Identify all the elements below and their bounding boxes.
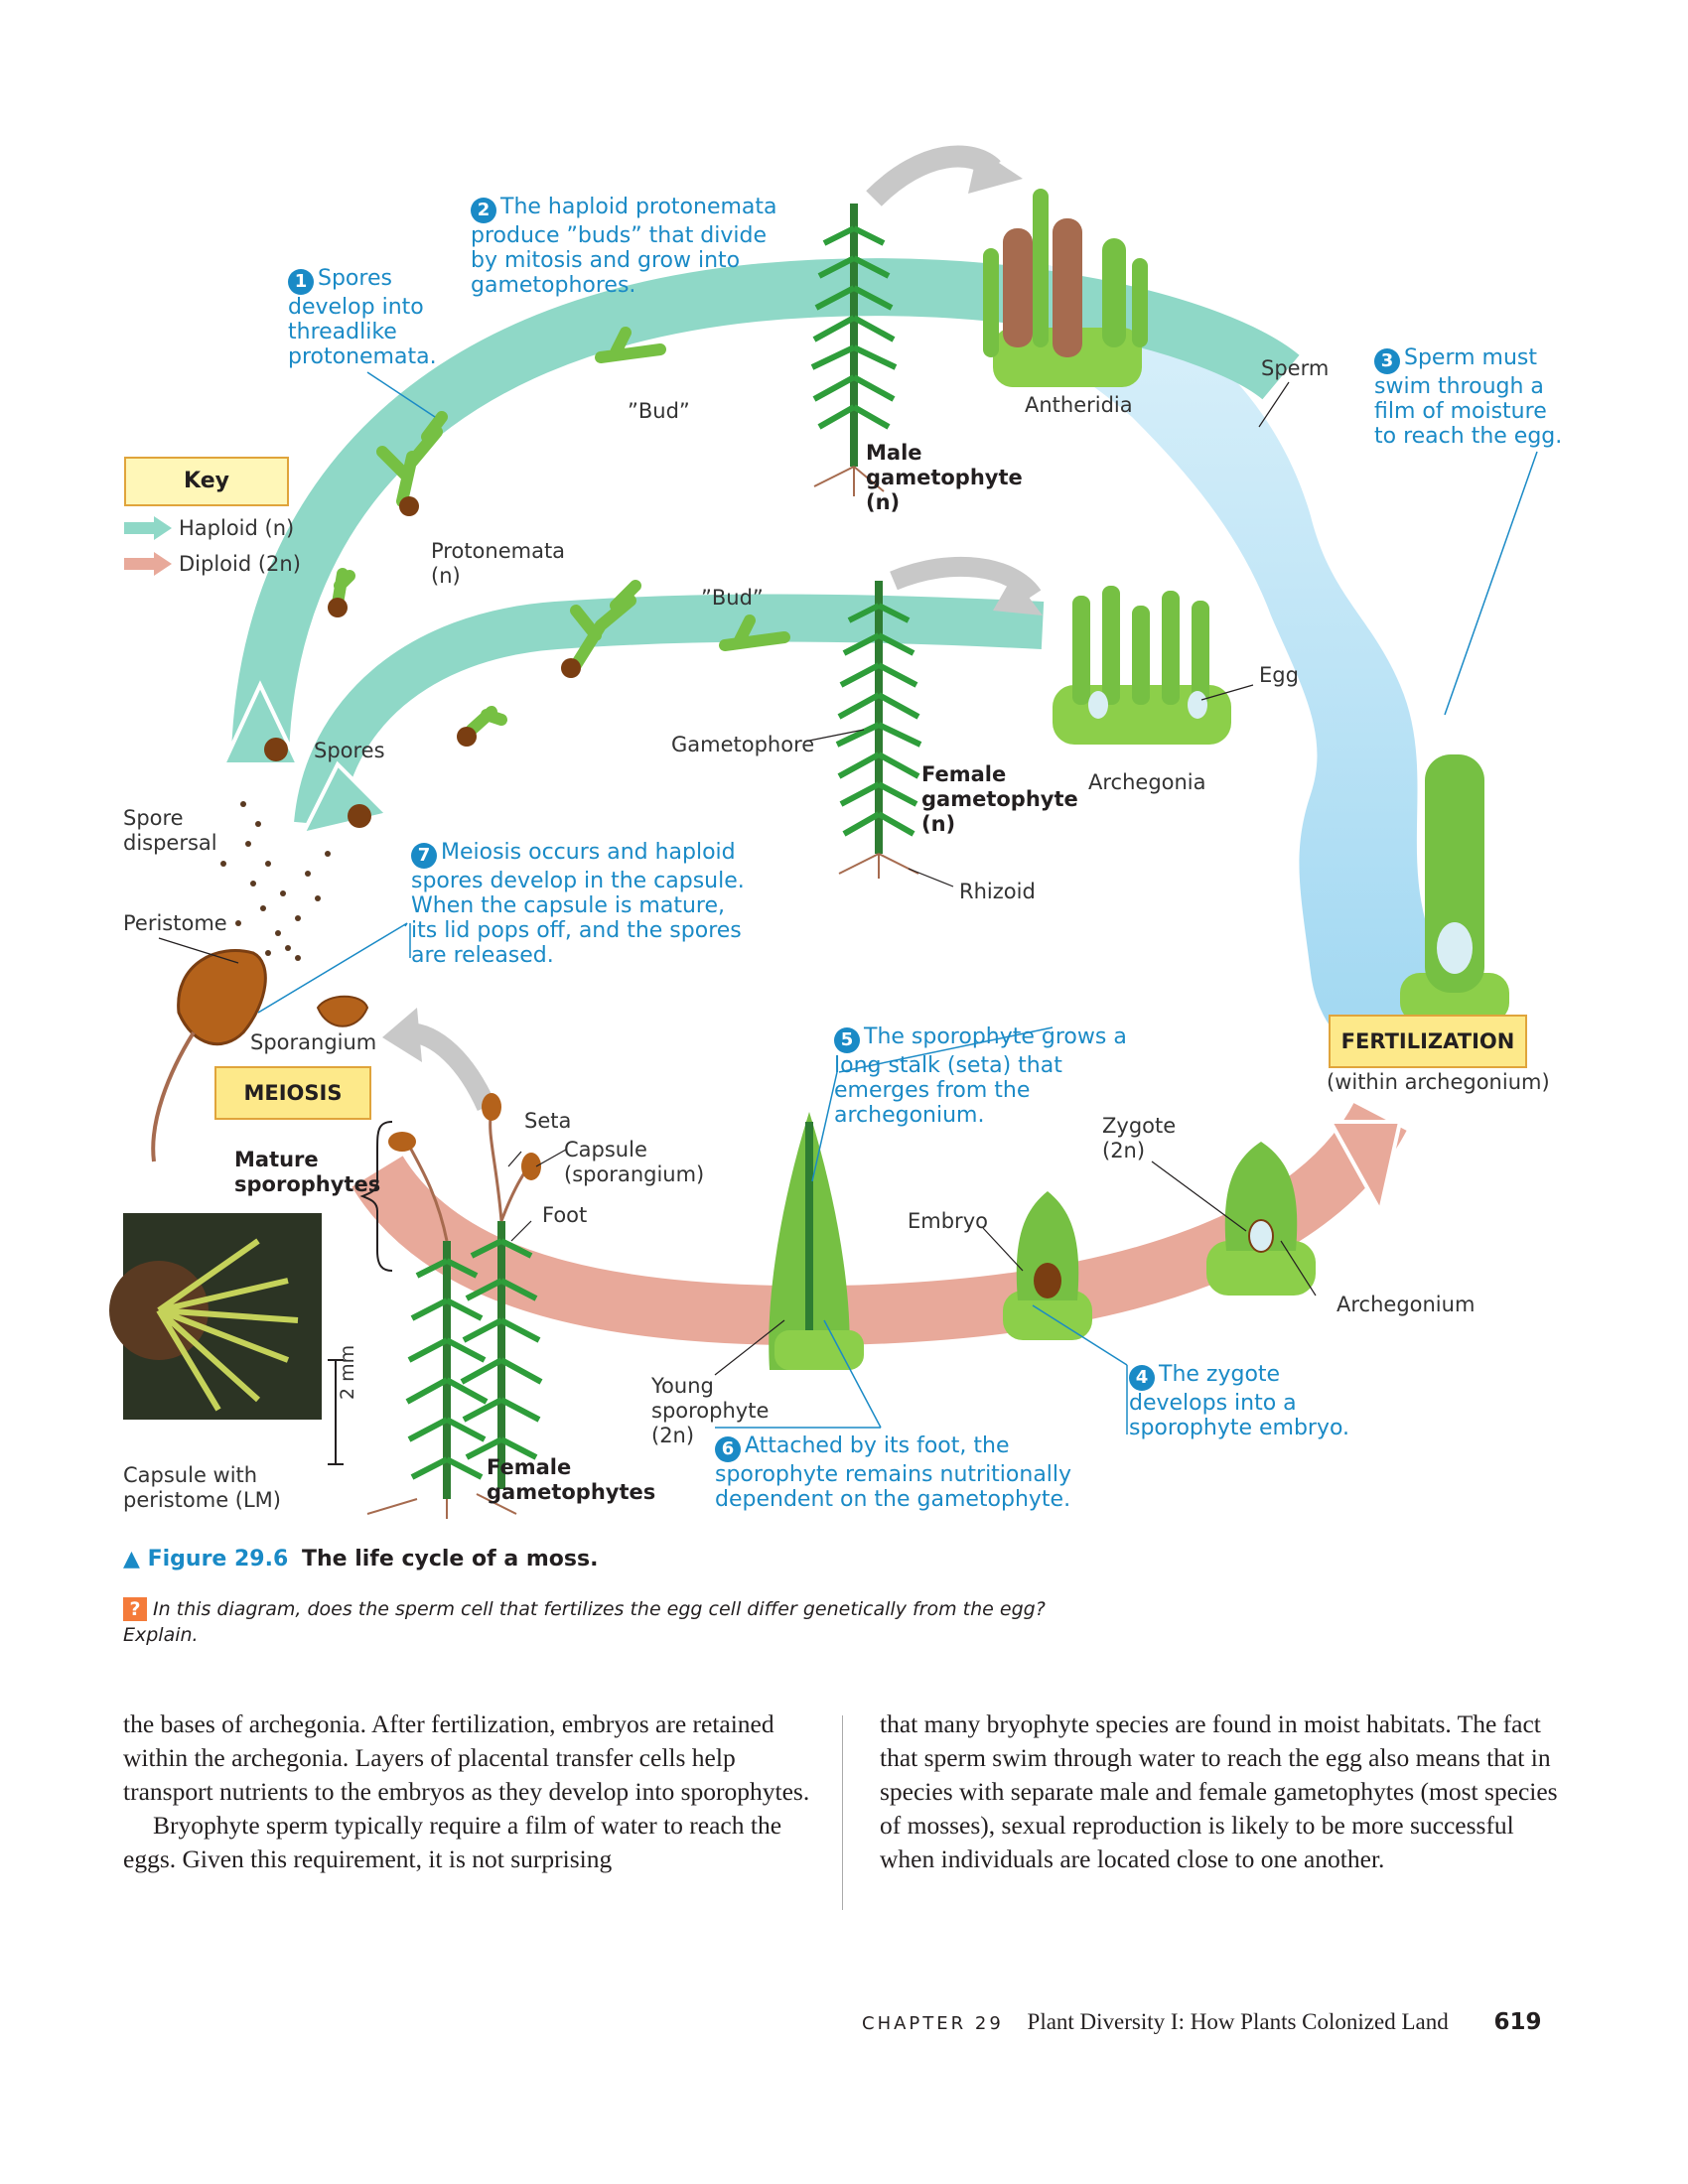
footer-title: Plant Diversity I: How Plants Colonized … (1027, 2009, 1449, 2034)
archegonia-label: Archegonia (1088, 770, 1206, 794)
peristome-micrograph (109, 1213, 322, 1420)
zygote-label: Zygote (2n) (1102, 1114, 1177, 1162)
antheridia-label: Antheridia (1025, 393, 1133, 417)
spore-dispersal-label: Spore dispersal (123, 806, 217, 855)
key-diploid: Diploid (2n) (179, 552, 301, 576)
diploid-key-arrow (124, 552, 172, 576)
seta-label: Seta (524, 1109, 572, 1133)
bud-label-mid: ”Bud” (701, 586, 764, 610)
grey-arrow-top-head (968, 149, 1023, 194)
grey-arrow-meiosis-head (382, 1008, 422, 1062)
foot-label: Foot (542, 1203, 588, 1227)
step-2-label: 2 The haploid protonemata produce ”buds” … (471, 195, 777, 298)
water-film (993, 258, 1448, 1064)
rhizoid-label: Rhizoid (959, 880, 1036, 903)
grey-arrow-mid (890, 556, 1042, 603)
column-divider (842, 1715, 843, 1910)
figure-caption: ▲ Figure 29.6 The life cycle of a moss. (123, 1547, 598, 1571)
sperm-label: Sperm (1261, 356, 1330, 380)
footer-chapter: CHAPTER 29 (862, 2013, 1004, 2034)
archegonium-label: Archegonium (1336, 1293, 1476, 1316)
protonemata-threads (332, 327, 790, 736)
male-gametophyte-label: Male gametophyte (n) (866, 441, 1023, 514)
figure-number: Figure 29.6 (147, 1547, 289, 1571)
figure-title: The life cycle of a moss. (301, 1547, 599, 1571)
meiosis-box: MEIOSIS (214, 1066, 371, 1120)
within-archegonium-label: (within archegonium) (1327, 1070, 1550, 1094)
sporophyte-bracket (359, 1121, 393, 1272)
egg-label: Egg (1259, 663, 1299, 687)
embryo-label: Embryo (908, 1209, 988, 1233)
spores-label: Spores (314, 739, 385, 762)
key-haploid: Haploid (n) (179, 516, 295, 540)
body-right-paragraph-1: that many bryophyte species are found in… (880, 1709, 1558, 1873)
step-1-number: 1 (288, 269, 314, 295)
leader-lines (257, 371, 1538, 1434)
page-footer: CHAPTER 29 Plant Diversity I: How Plants… (862, 2009, 1541, 2035)
moss-life-cycle-diagram (109, 145, 1538, 1519)
step-2-number: 2 (471, 198, 496, 223)
female-gametophyte-label: Female gametophyte (n) (921, 762, 1078, 836)
figure-question: ? In this diagram, does the sperm cell th… (123, 1596, 1076, 1648)
capsule-label: Capsule (sporangium) (564, 1138, 705, 1186)
spores (264, 496, 581, 828)
gametophore-label: Gametophore (671, 733, 815, 756)
mature-sporophytes-label: Mature sporophytes (234, 1148, 381, 1196)
mature-sporophytes-plants (366, 1093, 543, 1519)
page-number: 619 (1493, 2009, 1542, 2035)
antheridia-cluster (983, 189, 1148, 387)
question-icon: ? (123, 1597, 147, 1621)
step-1-label: 1 Spores develop into threadlike protonem… (288, 266, 437, 369)
sporangium-label: Sporangium (250, 1030, 377, 1054)
male-gametophyte-plant (810, 204, 898, 496)
peristome-label: Peristome (123, 911, 227, 935)
bud-label-top: ”Bud” (628, 399, 690, 423)
step-4-number: 4 (1129, 1365, 1155, 1391)
scale-label: 2 mm (337, 1344, 358, 1400)
female-gametophytes-label: Female gametophytes (487, 1455, 656, 1504)
step-3-number: 3 (1374, 348, 1400, 374)
capsule-with-peristome-label: Capsule with peristome (LM) (123, 1463, 281, 1512)
step-5-label: 5 The sporophyte grows a long stalk (seta… (834, 1024, 1127, 1128)
diploid-arrowhead (1327, 1120, 1403, 1217)
fertilization-archegonium (1400, 754, 1509, 1023)
figure-marker-icon: ▲ (123, 1547, 140, 1571)
young-sporophyte (769, 1112, 864, 1370)
grey-arrow-mid-head (993, 576, 1043, 615)
scale-bar (328, 1359, 344, 1465)
step-6-label: 6 Attached by its foot, the sporophyte re… (715, 1433, 1072, 1512)
step-7-number: 7 (411, 843, 437, 869)
sporangium-capsule (151, 949, 369, 1162)
step-4-label: 4 The zygote develops into a sporophyte e… (1129, 1362, 1350, 1440)
protonemata-label: Protonemata (n) (431, 539, 566, 588)
body-left-paragraph-2: Bryophyte sperm typically require a film… (123, 1811, 782, 1873)
step-5-number: 5 (834, 1027, 860, 1053)
fertilization-box: FERTILIZATION (1329, 1015, 1527, 1068)
black-leader-lines (158, 381, 1317, 1376)
archegonia-cluster (1053, 586, 1231, 745)
body-column-left: the bases of archegonia. After fertiliza… (123, 1707, 818, 1876)
key-title: Key (124, 457, 289, 506)
haploid-arc-outer (231, 258, 1300, 755)
step-7-label: 7 Meiosis occurs and haploid spores devel… (411, 840, 745, 968)
question-text: In this diagram, does the sperm cell tha… (123, 1598, 1046, 1646)
body-left-paragraph-1: the bases of archegonia. After fertiliza… (123, 1709, 810, 1806)
zygote-archegonium (1206, 1142, 1316, 1296)
step-6-number: 6 (715, 1436, 741, 1462)
embryo-archegonium (1003, 1191, 1092, 1340)
body-column-right: that many bryophyte species are found in… (880, 1707, 1575, 1876)
female-gametophyte-plant (835, 581, 922, 879)
young-sporophyte-label: Young sporophyte (2n) (651, 1374, 770, 1447)
spore-dispersal-dots (220, 801, 331, 961)
haploid-key-arrow (124, 516, 172, 540)
step-3-label: 3 Sperm must swim through a film of moist… (1374, 345, 1563, 449)
